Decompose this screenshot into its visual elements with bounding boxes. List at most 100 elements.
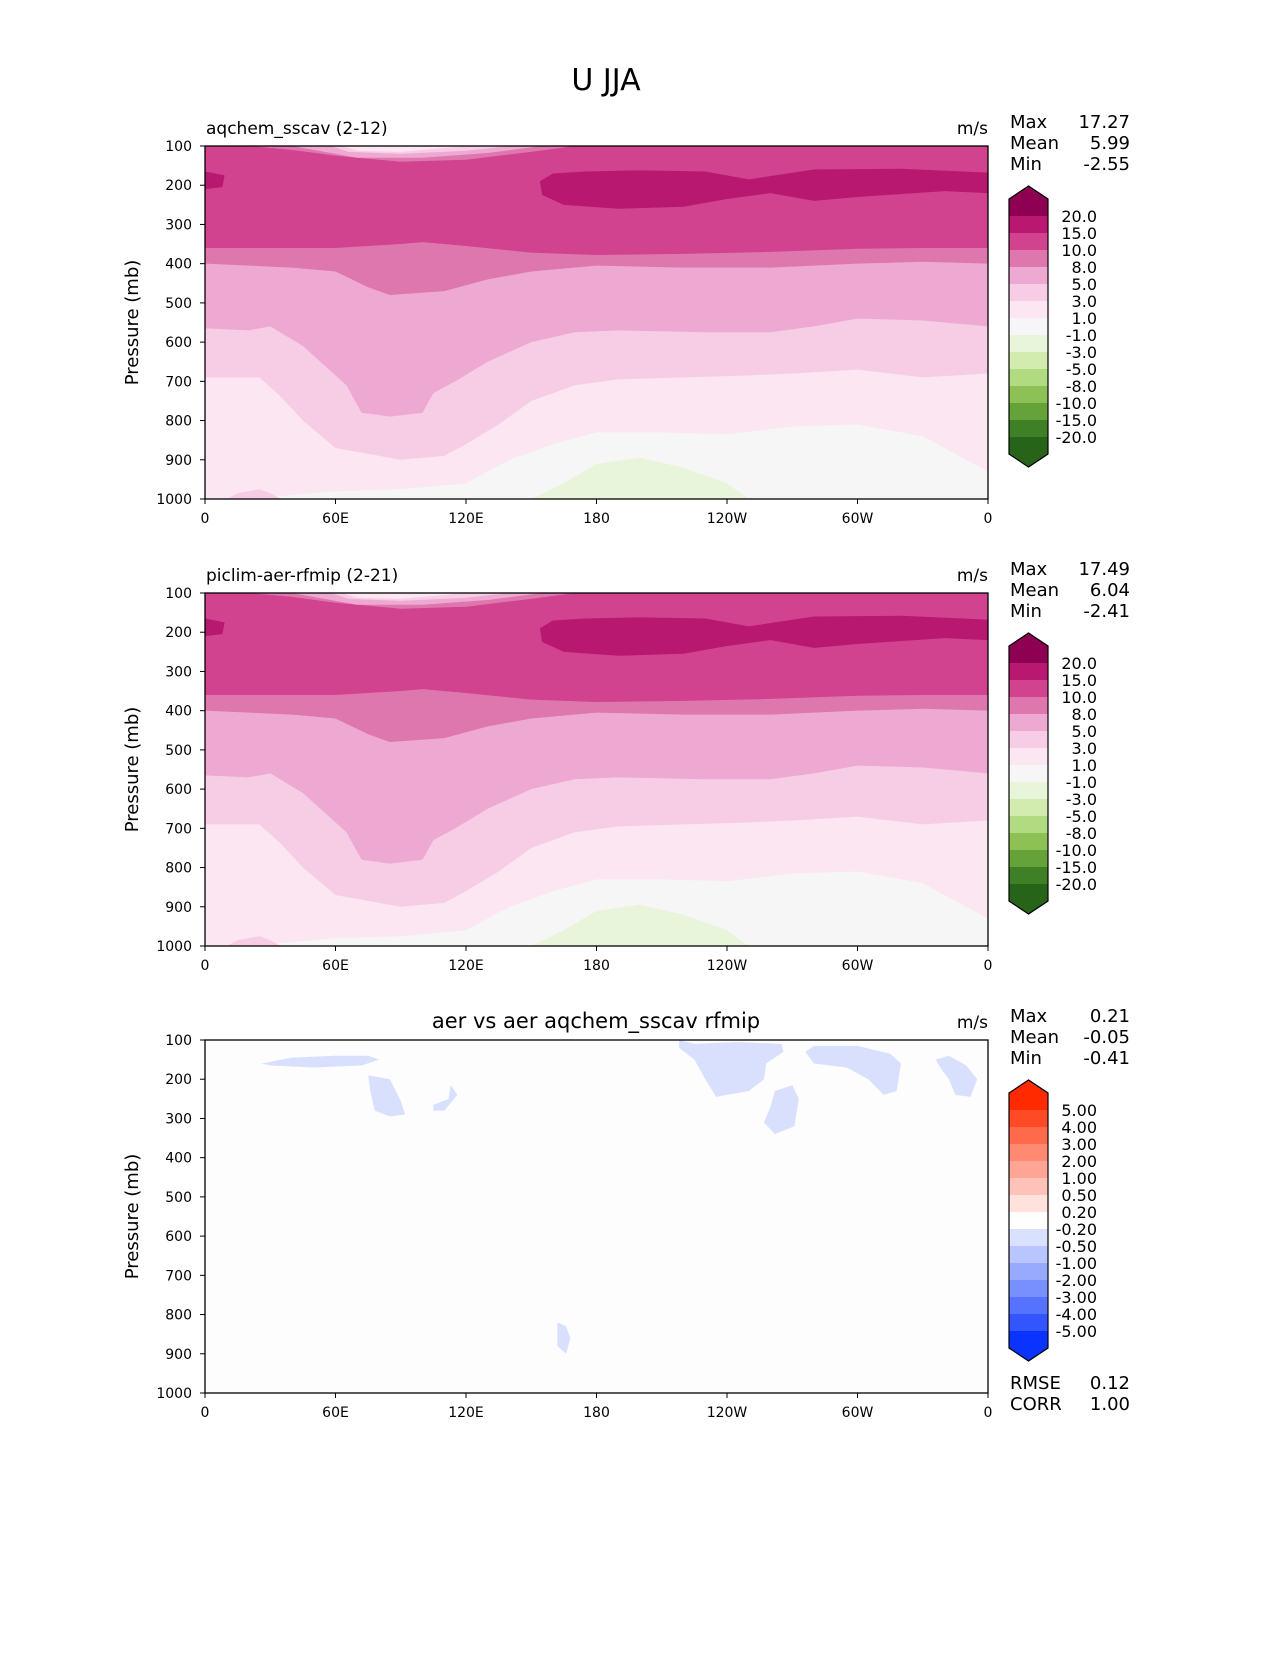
contour-region: [342, 146, 466, 152]
colorbar-extend-max: [1009, 186, 1048, 216]
x-tick-label: 180: [583, 511, 610, 527]
contour-region: [805, 1045, 901, 1095]
colorbar-label: 0.50: [1061, 1186, 1097, 1205]
colorbar-label: -8.0: [1066, 824, 1097, 843]
y-tick-label: 100: [165, 586, 192, 602]
colorbar-band: [1009, 284, 1048, 301]
contour-region: [261, 1055, 379, 1068]
colorbar-band: [1009, 748, 1048, 765]
x-tick-label: 0: [984, 511, 993, 527]
colorbar-band: [1009, 335, 1048, 352]
contour-region: [679, 1040, 784, 1097]
x-tick-label: 60W: [842, 1405, 874, 1421]
colorbar-label: 10.0: [1061, 688, 1097, 707]
colorbar-band: [1009, 782, 1048, 799]
colorbar-extend-max: [1009, 633, 1048, 663]
y-tick-label: 500: [165, 296, 192, 312]
colorbar-band: [1009, 1161, 1048, 1178]
contour-region: [539, 615, 988, 656]
colorbar-label: 0.20: [1061, 1203, 1097, 1222]
colorbar-label: 15.0: [1061, 224, 1097, 243]
colorbar: 20.015.010.08.05.03.01.0-1.0-3.0-5.0-8.0…: [1008, 632, 1097, 915]
contour-region: [433, 1085, 458, 1111]
y-tick-label: 600: [165, 335, 192, 351]
colorbar-band: [1009, 301, 1048, 318]
colorbar-label: 2.00: [1061, 1152, 1097, 1171]
colorbar-label: 15.0: [1061, 671, 1097, 690]
x-tick-label: 0: [984, 958, 993, 974]
colorbar-band: [1009, 233, 1048, 250]
x-tick-label: 0: [201, 511, 210, 527]
contour-region: [539, 168, 988, 209]
colorbar-band: [1009, 731, 1048, 748]
colorbar-band: [1009, 1144, 1048, 1161]
x-tick-label: 120E: [448, 1405, 484, 1421]
x-tick-label: 0: [984, 1405, 993, 1421]
colorbar-label: -4.00: [1056, 1305, 1097, 1324]
contour-region: [205, 618, 225, 637]
panel-title: aqchem_sscav (2-12): [206, 119, 388, 139]
stat-value-min: -0.41: [1083, 1048, 1130, 1069]
colorbar-label: 1.0: [1072, 309, 1097, 328]
y-tick-label: 100: [165, 139, 192, 155]
panel-2: 100 200 300 400 500 600 700 800 900 1000 0 60E 120E 1…: [122, 559, 1130, 974]
colorbar-band: [1009, 765, 1048, 782]
stat-value-max: 17.27: [1078, 112, 1130, 133]
colorbar-label: -10.0: [1056, 394, 1097, 413]
y-tick-label: 700: [165, 1268, 192, 1284]
stat-label: Mean: [1010, 1027, 1059, 1048]
y-tick-label: 700: [165, 821, 192, 837]
colorbar-label: -15.0: [1056, 858, 1097, 877]
x-tick-label: 180: [583, 958, 610, 974]
y-tick-label: 100: [165, 1033, 192, 1049]
stat-value-mean: 6.04: [1090, 580, 1130, 601]
colorbar-label: -3.0: [1066, 790, 1097, 809]
colorbar-band: [1009, 850, 1048, 867]
colorbar-band: [1009, 403, 1048, 420]
y-tick-label: 600: [165, 782, 192, 798]
colorbar-extend-min: [1009, 884, 1048, 914]
colorbar-label: 5.0: [1072, 275, 1097, 294]
colorbar-label: 4.00: [1061, 1118, 1097, 1137]
panel-3: 100 200 300 400 500 600 700 800 900 1000 0 60E 120E 1…: [122, 1006, 1130, 1421]
y-tick-label: 200: [165, 1072, 192, 1088]
x-tick-label: 60W: [842, 958, 874, 974]
colorbar-label: -0.20: [1056, 1220, 1097, 1239]
figure-title: U JJA: [571, 63, 641, 98]
y-tick-label: 300: [165, 1111, 192, 1127]
colorbar-label: -10.0: [1056, 841, 1097, 860]
stat-label: Mean: [1010, 133, 1059, 154]
y-tick-label: 1000: [156, 1386, 192, 1402]
colorbar-band: [1009, 1178, 1048, 1195]
colorbar-label: 3.0: [1072, 739, 1097, 758]
colorbar-band: [1009, 1195, 1048, 1212]
colorbar-outline: [1008, 1079, 1049, 1362]
x-tick-label: 0: [201, 958, 210, 974]
y-tick-label: 800: [165, 861, 192, 877]
colorbar-band: [1009, 250, 1048, 267]
stat-label: CORR: [1010, 1394, 1062, 1415]
y-axis-label: Pressure (mb): [122, 1154, 143, 1280]
contour-region: [531, 457, 749, 499]
panel-title: piclim-aer-rfmip (2-21): [206, 566, 398, 586]
colorbar-label: 1.0: [1072, 756, 1097, 775]
colorbar-band: [1009, 1110, 1048, 1127]
x-tick-label: 120W: [707, 958, 748, 974]
colorbar-label: -20.0: [1056, 875, 1097, 894]
y-tick-label: 1000: [156, 492, 192, 508]
y-tick-label: 600: [165, 1229, 192, 1245]
stat-value-max: 0.21: [1090, 1006, 1130, 1027]
stat-label: Max: [1010, 112, 1048, 133]
x-tick-label: 60E: [322, 1405, 349, 1421]
colorbar-label: 20.0: [1061, 207, 1097, 226]
contour-field: [205, 1040, 988, 1393]
x-tick-label: 120W: [707, 511, 748, 527]
y-tick-label: 1000: [156, 939, 192, 955]
colorbar-label: -5.0: [1066, 360, 1097, 379]
colorbar-label: 3.00: [1061, 1135, 1097, 1154]
stat-label: Min: [1010, 1048, 1042, 1069]
colorbar: 20.015.010.08.05.03.01.0-1.0-3.0-5.0-8.0…: [1008, 185, 1097, 468]
contour-region: [226, 936, 282, 946]
